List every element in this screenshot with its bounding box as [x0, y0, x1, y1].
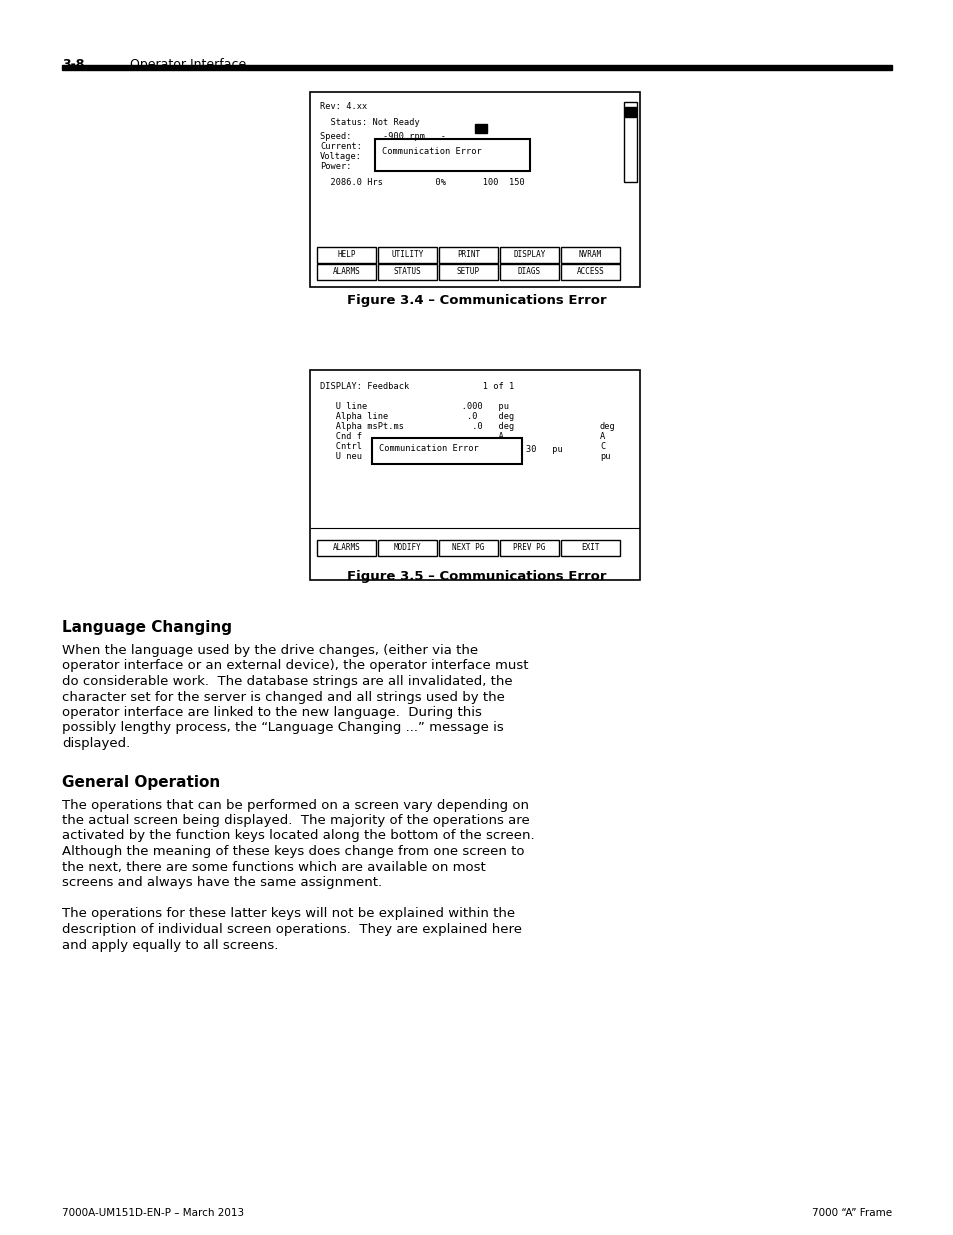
Bar	[316, 540, 375, 556]
Text: The operations that can be performed on a screen vary depending on: The operations that can be performed on …	[62, 799, 529, 811]
Text: 2086.0 Hrs          0%       100  150: 2086.0 Hrs 0% 100 150	[319, 178, 524, 186]
Text: Alpha line               .0    deg: Alpha line .0 deg	[319, 412, 514, 421]
Bar	[375, 140, 530, 170]
Bar	[438, 540, 497, 556]
Bar	[499, 247, 558, 263]
Text: description of individual screen operations.  They are explained here: description of individual screen operati…	[62, 923, 521, 936]
Text: Current:: Current:	[319, 142, 361, 151]
Text: DISPLAY: DISPLAY	[513, 249, 545, 259]
Bar	[62, 65, 891, 70]
Bar	[624, 107, 636, 117]
Text: Figure 3.5 – Communications Error: Figure 3.5 – Communications Error	[347, 571, 606, 583]
Text: 3-8: 3-8	[62, 58, 84, 70]
Text: and apply equally to all screens.: and apply equally to all screens.	[62, 939, 278, 951]
Text: ALARMS: ALARMS	[333, 543, 360, 552]
Bar	[623, 103, 637, 182]
Text: A: A	[599, 432, 604, 441]
Text: PREV PG: PREV PG	[513, 543, 545, 552]
Text: Speed:      -900 rpm   -: Speed: -900 rpm -	[319, 132, 446, 141]
Text: Communication Error: Communication Error	[381, 147, 481, 156]
Text: character set for the server is changed and all strings used by the: character set for the server is changed …	[62, 690, 504, 704]
Bar	[377, 247, 436, 263]
Bar	[560, 264, 619, 280]
Bar	[438, 264, 497, 280]
Text: operator interface or an external device), the operator interface must: operator interface or an external device…	[62, 659, 528, 673]
Text: screens and always have the same assignment.: screens and always have the same assignm…	[62, 876, 382, 889]
Text: EXIT: EXIT	[580, 543, 599, 552]
Bar	[310, 91, 639, 287]
Text: ACCESS: ACCESS	[576, 267, 604, 275]
Text: PRINT: PRINT	[456, 249, 479, 259]
Text: deg: deg	[599, 422, 615, 431]
Text: DISPLAY: Feedback              1 of 1: DISPLAY: Feedback 1 of 1	[319, 382, 514, 391]
Text: SETUP: SETUP	[456, 267, 479, 275]
Bar	[372, 438, 521, 464]
Bar	[499, 264, 558, 280]
Text: The operations for these latter keys will not be explained within the: The operations for these latter keys wil…	[62, 908, 515, 920]
Text: NVRAM: NVRAM	[578, 249, 601, 259]
Text: STATUS: STATUS	[394, 267, 421, 275]
Bar	[560, 247, 619, 263]
Text: ALARMS: ALARMS	[333, 267, 360, 275]
Text: HELP: HELP	[337, 249, 355, 259]
Text: General Operation: General Operation	[62, 774, 220, 789]
Text: Power:: Power:	[319, 162, 351, 170]
Bar	[438, 247, 497, 263]
Text: Status: Not Ready: Status: Not Ready	[319, 119, 419, 127]
Bar	[499, 540, 558, 556]
Text: displayed.: displayed.	[62, 737, 131, 750]
Text: 7000A-UM151D-EN-P – March 2013: 7000A-UM151D-EN-P – March 2013	[62, 1208, 244, 1218]
Bar	[377, 264, 436, 280]
Text: Figure 3.4 – Communications Error: Figure 3.4 – Communications Error	[347, 294, 606, 308]
Bar	[377, 540, 436, 556]
Text: C: C	[599, 442, 604, 451]
Text: 30   pu: 30 pu	[525, 445, 562, 454]
Text: the actual screen being displayed.  The majority of the operations are: the actual screen being displayed. The m…	[62, 814, 529, 827]
Text: Although the meaning of these keys does change from one screen to: Although the meaning of these keys does …	[62, 845, 524, 858]
Text: activated by the function keys located along the bottom of the screen.: activated by the function keys located a…	[62, 830, 534, 842]
Text: When the language used by the drive changes, (either via the: When the language used by the drive chan…	[62, 643, 477, 657]
Text: possibly lengthy process, the “Language Changing ...” message is: possibly lengthy process, the “Language …	[62, 721, 503, 735]
Text: U neu: U neu	[319, 452, 361, 461]
Text: Cnd f                          A: Cnd f A	[319, 432, 503, 441]
Bar	[560, 540, 619, 556]
Text: Language Changing: Language Changing	[62, 620, 232, 635]
Text: Communication Error: Communication Error	[378, 445, 478, 453]
Text: Rev: 4.xx: Rev: 4.xx	[319, 103, 367, 111]
Text: pu: pu	[599, 452, 610, 461]
Text: Cntrl: Cntrl	[319, 442, 361, 451]
Bar	[475, 124, 486, 133]
Text: Voltage:: Voltage:	[319, 152, 361, 161]
Bar	[316, 264, 375, 280]
Text: Operator Interface: Operator Interface	[130, 58, 246, 70]
Text: MODIFY: MODIFY	[394, 543, 421, 552]
Text: NEXT PG: NEXT PG	[452, 543, 484, 552]
Text: operator interface are linked to the new language.  During this: operator interface are linked to the new…	[62, 706, 481, 719]
Text: do considerable work.  The database strings are all invalidated, the: do considerable work. The database strin…	[62, 676, 512, 688]
Text: U line                  .000   pu: U line .000 pu	[319, 403, 509, 411]
Bar	[316, 247, 375, 263]
Text: Alpha msPt.ms             .0   deg: Alpha msPt.ms .0 deg	[319, 422, 514, 431]
Bar	[310, 370, 639, 580]
Text: UTILITY: UTILITY	[391, 249, 423, 259]
Text: DIAGS: DIAGS	[517, 267, 540, 275]
Text: the next, there are some functions which are available on most: the next, there are some functions which…	[62, 861, 485, 873]
Text: 7000 “A” Frame: 7000 “A” Frame	[811, 1208, 891, 1218]
